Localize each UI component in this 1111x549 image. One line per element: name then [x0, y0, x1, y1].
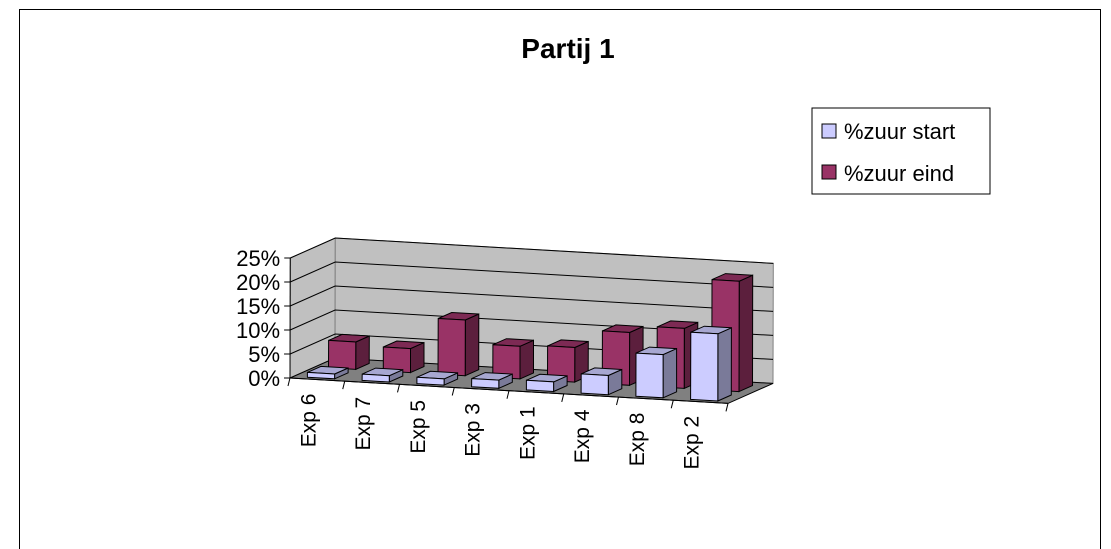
x-tick-mark	[343, 381, 345, 389]
x-tick-label: Exp 5	[407, 400, 430, 454]
x-tick-mark	[507, 391, 509, 399]
x-tick-mark	[288, 378, 290, 386]
legend-swatch-zuur-start	[822, 124, 836, 138]
y-tick-label: 25%	[236, 246, 280, 271]
x-tick-mark	[617, 397, 619, 405]
bar-exp-6-series-0-front	[307, 372, 334, 378]
x-tick-mark	[562, 394, 564, 402]
x-tick-label: Exp 6	[297, 394, 320, 448]
bar-exp-3-series-1-side	[520, 340, 534, 379]
x-tick-mark	[452, 388, 454, 396]
bar-exp-5-series-1-front	[438, 319, 465, 376]
bar-exp-6-series-1	[329, 334, 370, 369]
x-tick-mark	[398, 384, 400, 392]
x-tick-label: Exp 7	[352, 397, 375, 451]
bar-exp-7-series-0-front	[362, 374, 389, 382]
bar-exp-4-series-0-front	[581, 374, 608, 395]
y-tick-label: 5%	[248, 342, 280, 367]
y-tick-label: 10%	[236, 318, 280, 343]
bar-exp-5-series-1-side	[465, 314, 479, 376]
y-axis-ticks: 0%5%10%15%20%25%	[236, 246, 290, 391]
bar-exp-4-series-0	[581, 368, 622, 395]
chart-title: Partij 1	[521, 33, 614, 64]
bar-exp-1-series-0-front	[526, 380, 553, 391]
x-tick-label: Exp 2	[681, 416, 704, 470]
bar-exp-3-series-0-front	[472, 379, 499, 389]
bar-exp-2-series-0-front	[691, 332, 718, 401]
y-tick-label: 20%	[236, 270, 280, 295]
bar-exp-2-series-0-side	[718, 328, 732, 401]
bar-exp-2-series-0	[691, 326, 732, 401]
x-tick-label: Exp 3	[462, 403, 485, 457]
x-tick-label: Exp 1	[516, 406, 539, 460]
x-tick-mark	[671, 400, 673, 408]
bar-exp-5-series-1	[438, 313, 479, 376]
bar-exp-6-series-1-front	[329, 340, 356, 369]
bar-exp-8-series-0-side	[663, 349, 677, 398]
legend-swatch-zuur-eind	[822, 165, 836, 179]
bar-exp-7-series-1	[383, 341, 424, 373]
y-tick-label: 15%	[236, 294, 280, 319]
bar-exp-8-series-0	[636, 347, 677, 398]
legend-label-zuur-start: %zuur start	[844, 119, 955, 144]
y-tick-label: 0%	[248, 366, 280, 391]
bar-exp-5-series-0-front	[417, 377, 444, 385]
x-tick-label: Exp 4	[571, 409, 594, 463]
legend-label-zuur-eind: %zuur eind	[844, 161, 954, 186]
x-tick-mark	[726, 403, 728, 411]
x-tick-label: Exp 8	[626, 413, 649, 467]
legend: %zuur start %zuur eind	[812, 108, 990, 194]
bar-exp-2-series-1-side	[739, 275, 753, 391]
bar-exp-8-series-0-front	[636, 353, 663, 398]
